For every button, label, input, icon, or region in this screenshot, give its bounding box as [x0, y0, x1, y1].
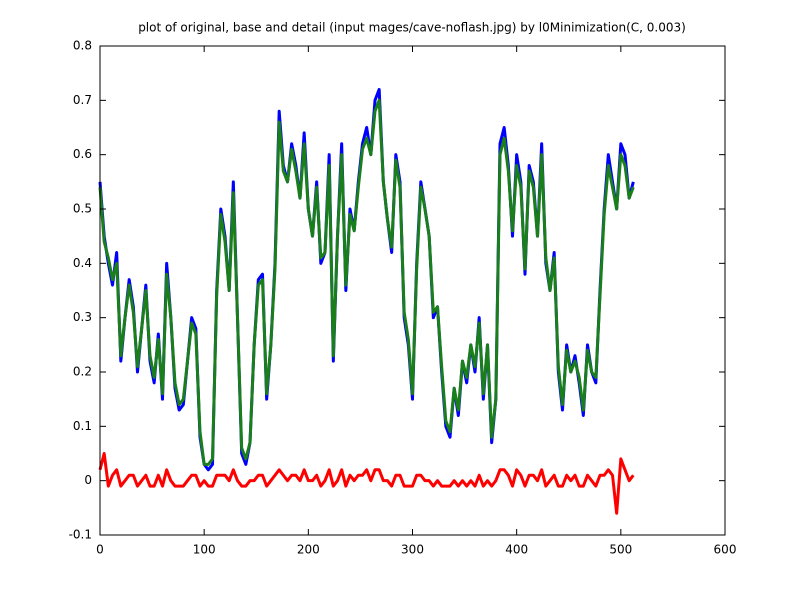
chart-title: plot of original, base and detail (input… [138, 21, 686, 35]
y-tick-label: 0.3 [73, 310, 92, 324]
y-tick-label: 0.6 [73, 147, 92, 161]
y-tick-label: 0.7 [73, 93, 92, 107]
x-tick-label: 100 [193, 543, 216, 557]
x-tick-label: 500 [609, 543, 632, 557]
x-tick-label: 400 [505, 543, 528, 557]
y-tick-label: 0.8 [73, 39, 92, 53]
x-tick-label: 0 [96, 543, 104, 557]
y-tick-label: 0.2 [73, 365, 92, 379]
y-tick-label: 0.4 [73, 256, 92, 270]
y-tick-label: 0 [84, 473, 92, 487]
x-tick-label: 200 [297, 543, 320, 557]
y-tick-label: -0.1 [69, 528, 92, 542]
x-tick-label: 600 [714, 543, 737, 557]
y-tick-label: 0.5 [73, 202, 92, 216]
data-line [98, 452, 635, 515]
x-tick-label: 300 [401, 543, 424, 557]
y-tick-label: 0.1 [73, 419, 92, 433]
data-line [98, 98, 635, 466]
